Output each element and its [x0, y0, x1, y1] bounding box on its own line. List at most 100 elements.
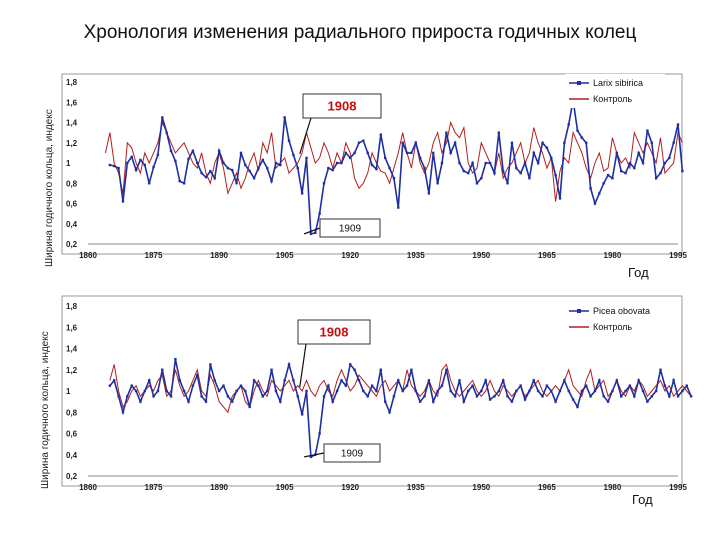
data-point [134, 389, 138, 393]
data-point [209, 169, 212, 173]
annotation-box [319, 218, 381, 238]
data-point [239, 151, 243, 155]
data-point [436, 182, 439, 185]
data-point [143, 389, 147, 393]
annotation-label: 1909 [339, 223, 362, 234]
x-tick-label: 1935 [407, 251, 425, 260]
y-tick-label: 1,8 [66, 302, 78, 311]
annotation-arrow [304, 452, 325, 458]
data-point [650, 395, 653, 398]
data-point [178, 379, 181, 382]
data-point [523, 398, 527, 401]
data-point [672, 141, 675, 144]
data-point [628, 161, 632, 165]
data-point [270, 368, 273, 371]
data-point [432, 400, 435, 403]
data-point [550, 389, 553, 393]
y-tick-label: 1,4 [66, 345, 78, 354]
data-point [204, 400, 208, 403]
data-point [353, 368, 356, 371]
x-tick-label: 1905 [276, 251, 294, 260]
data-point [353, 151, 356, 155]
data-point [344, 384, 348, 387]
chart-larix: 0,2 0,4 0,6 0,8 1 1,2 1,4 1,6 1,8 1860 1875 1890 190… [0, 62, 720, 317]
data-point [449, 389, 452, 393]
series-line-study [109, 358, 692, 459]
data-point [296, 395, 299, 398]
y-tick-label: 0,8 [66, 408, 78, 417]
data-point [593, 202, 597, 205]
data-point [113, 379, 116, 382]
data-point [182, 389, 186, 393]
data-point [217, 389, 221, 393]
data-point [576, 129, 579, 132]
annotation-box [302, 93, 382, 119]
data-point [392, 176, 396, 180]
data-point [174, 159, 177, 163]
data-point [152, 165, 155, 169]
data-point [292, 379, 295, 382]
data-point [283, 116, 286, 119]
data-point [169, 395, 173, 398]
data-point [126, 395, 129, 398]
data-point [178, 180, 181, 183]
y-axis-label: Ширина годичного кольца, индекс [40, 331, 51, 489]
data-point [248, 405, 251, 409]
data-point [488, 398, 492, 401]
series-line-control [105, 120, 683, 202]
annotation-label: 1909 [341, 448, 364, 459]
data-point [550, 156, 553, 160]
data-point [659, 171, 662, 175]
data-point [204, 175, 208, 179]
data-point [493, 171, 496, 175]
data-point [449, 151, 452, 155]
y-tick-label: 1,8 [66, 78, 78, 87]
x-tick-label: 1875 [145, 251, 163, 260]
x-tick-label: 1890 [210, 251, 228, 260]
data-point [379, 368, 383, 371]
data-point [436, 389, 439, 393]
data-point [331, 400, 334, 403]
data-point [423, 166, 426, 170]
data-point [309, 455, 313, 459]
data-point [462, 400, 466, 403]
data-point [681, 389, 684, 393]
data-point [287, 363, 291, 366]
data-point [344, 151, 348, 155]
data-point [213, 176, 216, 180]
data-point [484, 161, 487, 165]
data-point [235, 389, 238, 393]
data-point [467, 171, 470, 175]
data-point [440, 384, 444, 387]
data-point [506, 395, 509, 398]
legend-label: Контроль [593, 94, 632, 104]
data-point [113, 164, 116, 168]
data-point [265, 166, 269, 170]
data-point [139, 158, 142, 162]
data-point [501, 379, 505, 382]
data-point [222, 161, 225, 165]
y-tick-label: 1,2 [66, 139, 78, 148]
data-point [209, 363, 212, 366]
data-point [318, 212, 321, 215]
data-point [589, 395, 592, 398]
data-point [497, 389, 501, 393]
data-point [305, 389, 308, 393]
data-point [156, 153, 160, 157]
data-point [318, 432, 321, 435]
data-point [340, 161, 343, 165]
data-point [239, 384, 243, 387]
data-point [309, 232, 313, 236]
data-point [576, 405, 579, 409]
data-point [685, 384, 688, 387]
data-point [335, 161, 339, 165]
data-point [130, 155, 133, 159]
data-point [453, 395, 457, 398]
data-point [117, 166, 120, 170]
data-point [108, 163, 112, 167]
data-point [191, 384, 195, 387]
y-tick-label: 0,2 [66, 472, 78, 481]
data-point [226, 395, 230, 398]
data-point [532, 151, 535, 155]
data-point [418, 400, 422, 403]
